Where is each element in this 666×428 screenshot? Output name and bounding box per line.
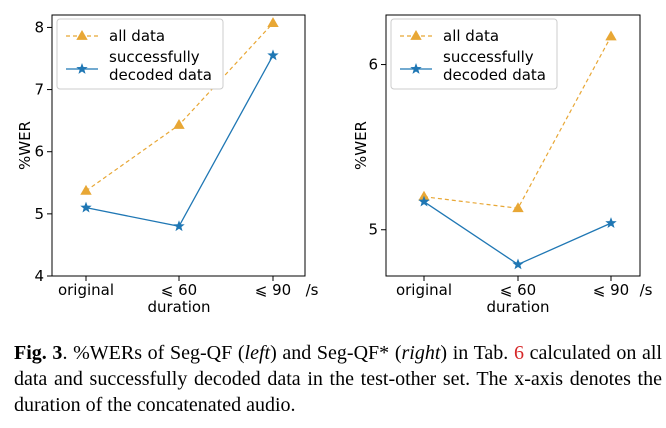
legend-label-decoded-data: successfully decoded data [443, 48, 546, 84]
caption-right: right [401, 342, 441, 364]
data-point-decoded-data [512, 258, 524, 270]
data-point-all-data [80, 184, 92, 195]
x-tick-label: original [58, 281, 114, 299]
caption-table-ref[interactable]: 6 [513, 342, 524, 364]
y-tick-label: 5 [34, 205, 44, 223]
x-axis-label: duration [486, 298, 549, 316]
y-axis-label: %WER [16, 121, 34, 170]
x-tick-label: ⩽ 90 [255, 281, 291, 299]
data-point-decoded-data [267, 49, 279, 61]
data-point-decoded-data [173, 220, 185, 232]
x-unit-label: /s [306, 281, 319, 299]
legend-label-line: decoded data [443, 66, 546, 84]
caption-text-4: calculated on all data and successfully … [14, 342, 662, 416]
x-tick-label: ⩽ 90 [593, 281, 629, 299]
legend-box [390, 18, 558, 90]
plot-frame [385, 14, 641, 277]
legend-label-line: successfully [443, 48, 534, 66]
x-unit-label: /s [640, 281, 653, 299]
y-tick-label: 4 [34, 267, 44, 285]
figure: 4 5 6 7 8 original ⩽ 60 ⩽ 90/s duration %WER all d… [16, 14, 653, 316]
data-point-decoded-data [80, 201, 92, 213]
data-point-all-data [173, 118, 185, 129]
caption-text-2: ) and Seg-QF* ( [270, 342, 402, 364]
x-tick-label: original [396, 281, 452, 299]
caption-left: left [244, 342, 271, 364]
legend-swatch-decoded-marker [410, 63, 422, 74]
chart-panel-left: 4 5 6 7 8 original ⩽ 60 ⩽ 90/s duration %WER all d… [16, 14, 319, 316]
legend-box [56, 18, 224, 90]
legend-swatch-all-data-marker [76, 30, 88, 40]
y-axis-label: %WER [352, 121, 370, 170]
caption-text-3: ) in Tab. [440, 342, 514, 364]
legend-label-line: successfully [109, 48, 200, 66]
legend-label-line: decoded data [109, 66, 212, 84]
y-tick-label: 6 [34, 143, 44, 161]
legend-label-all-data: all data [109, 27, 165, 45]
data-point-all-data [605, 30, 617, 41]
y-tick-label: 6 [368, 56, 378, 74]
data-point-all-data [418, 190, 430, 201]
caption-text-1: . %WERs of Seg-QF ( [62, 342, 245, 364]
y-tick-label: 8 [34, 18, 44, 36]
legend-swatch-all-data-marker [410, 30, 422, 40]
legend-label-decoded-data: successfully decoded data [109, 48, 212, 84]
data-point-decoded-data [605, 217, 617, 228]
x-tick-label: ⩽ 60 [500, 281, 536, 299]
legend-label-all-data: all data [443, 27, 499, 45]
x-tick-label: ⩽ 60 [161, 281, 197, 299]
y-tick-label: 5 [368, 221, 378, 239]
y-tick-label: 7 [34, 81, 44, 99]
data-point-all-data [267, 17, 279, 27]
figure-caption: Fig. 3. %WERs of Seg-QF (left) and Seg-Q… [14, 340, 662, 418]
data-point-decoded-data [418, 195, 430, 207]
data-point-all-data [512, 202, 524, 213]
caption-label: Fig. 3 [14, 342, 63, 364]
legend-swatch-decoded-marker [76, 63, 88, 74]
chart-panel-right: 5 6 original ⩽ 60 ⩽ 90/s duration %WER all data… [352, 14, 653, 316]
x-axis-label: duration [147, 298, 210, 316]
